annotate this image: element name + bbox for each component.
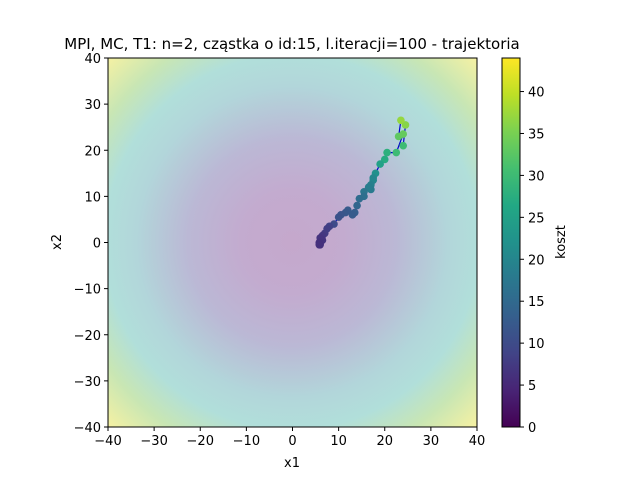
colorbar-axis: 0 5 10 15 20 25 30 35 40 <box>520 86 545 436</box>
x-axis: −40 −30 −20 −10 0 10 20 30 40 <box>94 427 485 449</box>
trajectory-point <box>315 241 324 249</box>
y-tick-label: 0 <box>93 237 101 252</box>
x-tick-label: −40 <box>94 434 121 449</box>
y-tick-label: −20 <box>74 329 101 344</box>
chart-title: MPI, MC, T1: n=2, cząstka o id:15, l.ite… <box>64 35 520 53</box>
x-tick-label: 40 <box>469 434 486 449</box>
trajectory-point <box>401 121 410 129</box>
y-tick-label: 20 <box>84 144 101 159</box>
y-axis: −40 −30 −20 −10 0 10 20 30 40 <box>74 52 108 436</box>
x-tick-label: −20 <box>187 434 214 449</box>
colorbar-tick-label: 10 <box>528 337 545 352</box>
trajectory-point <box>355 194 364 203</box>
colorbar-tick-label: 40 <box>528 86 545 101</box>
colorbar-tick-label: 30 <box>528 169 545 184</box>
colorbar-frame <box>501 57 521 428</box>
x-tick-label: 0 <box>288 434 296 449</box>
y-axis-label: x2 <box>50 234 65 250</box>
plot-area <box>315 116 410 249</box>
y-tick-label: −10 <box>74 283 101 298</box>
trajectory-point <box>383 148 391 157</box>
colorbar-tick-label: 25 <box>528 211 545 226</box>
colorbar-tick-label: 0 <box>528 421 536 436</box>
colorbar <box>502 58 520 427</box>
y-tick-label: 40 <box>84 52 101 67</box>
trajectory-point <box>399 130 408 138</box>
x-tick-label: −10 <box>233 434 260 449</box>
colorbar-label: koszt <box>554 225 569 259</box>
trajectory-point <box>397 116 405 125</box>
trajectory-point <box>399 141 408 150</box>
cost-contour-background <box>108 58 477 427</box>
colorbar-tick-label: 35 <box>528 127 545 142</box>
x-tick-label: 30 <box>423 434 440 449</box>
x-axis-label: x1 <box>284 456 300 471</box>
y-tick-label: 30 <box>84 98 101 113</box>
trajectory-point <box>334 213 343 221</box>
trajectory-point <box>392 148 401 157</box>
colorbar-tick-label: 5 <box>528 379 536 394</box>
x-tick-label: −30 <box>140 434 167 449</box>
colorbar-tick-label: 20 <box>528 253 545 268</box>
colorbar-tick-label: 15 <box>528 295 545 310</box>
trajectory-point <box>353 201 361 210</box>
y-tick-label: 10 <box>84 190 101 205</box>
trajectory-point <box>348 211 357 219</box>
y-tick-label: −40 <box>74 421 101 436</box>
trajectory-point <box>380 155 389 164</box>
x-tick-label: 10 <box>330 434 347 449</box>
trajectory-point <box>364 183 373 191</box>
y-tick-label: −30 <box>74 375 101 390</box>
x-tick-label: 20 <box>376 434 393 449</box>
trajectory-point <box>376 160 384 168</box>
